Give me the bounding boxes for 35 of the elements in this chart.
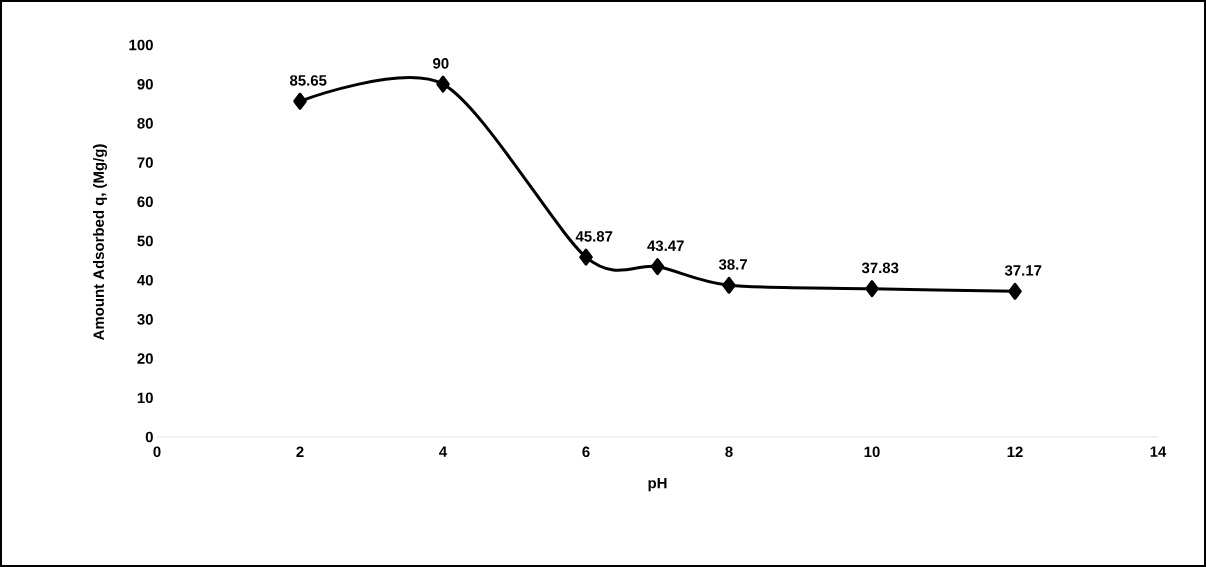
- point: [293, 92, 307, 110]
- data-label: 43.47: [647, 240, 684, 252]
- y-tick-label: 70: [137, 157, 153, 168]
- x-tick-label: 8: [725, 446, 733, 458]
- y-tick-label: 0: [145, 431, 153, 443]
- data-label: 37.83: [861, 262, 899, 274]
- y-tick-label: 100: [129, 39, 153, 51]
- y-tick-label: 10: [137, 392, 153, 404]
- x-tick-label: 4: [439, 446, 448, 457]
- point: [722, 276, 736, 294]
- x-axis-title: pH: [648, 477, 667, 492]
- y-axis-title: Amount Adsorbed q, (Mg/g): [93, 144, 108, 340]
- data-label: 37.17: [1004, 265, 1042, 276]
- point: [1008, 282, 1022, 300]
- data-label: 38.7: [718, 259, 747, 270]
- y-tick-label: 40: [137, 274, 153, 286]
- data-label: 45.87: [575, 231, 613, 242]
- point: [865, 280, 879, 298]
- y-tick-label: 60: [137, 196, 153, 208]
- x-tick-label: 14: [1150, 446, 1167, 457]
- y-tick-label: 90: [137, 78, 153, 90]
- point: [436, 75, 450, 93]
- x-tick-label: 10: [864, 446, 880, 458]
- y-tick-label: 30: [137, 314, 153, 325]
- data-label: 90: [433, 58, 449, 69]
- y-tick-label: 20: [137, 353, 153, 364]
- y-tick-label: 80: [137, 118, 153, 129]
- x-tick-label: 2: [296, 446, 304, 457]
- point: [650, 258, 665, 276]
- x-tick-label: 0: [153, 446, 161, 458]
- x-tick-label: 12: [1007, 446, 1023, 457]
- point: [579, 248, 593, 266]
- x-tick-label: 6: [582, 446, 590, 458]
- y-tick-label: 50: [137, 235, 153, 247]
- data-label: 85.65: [290, 75, 327, 86]
